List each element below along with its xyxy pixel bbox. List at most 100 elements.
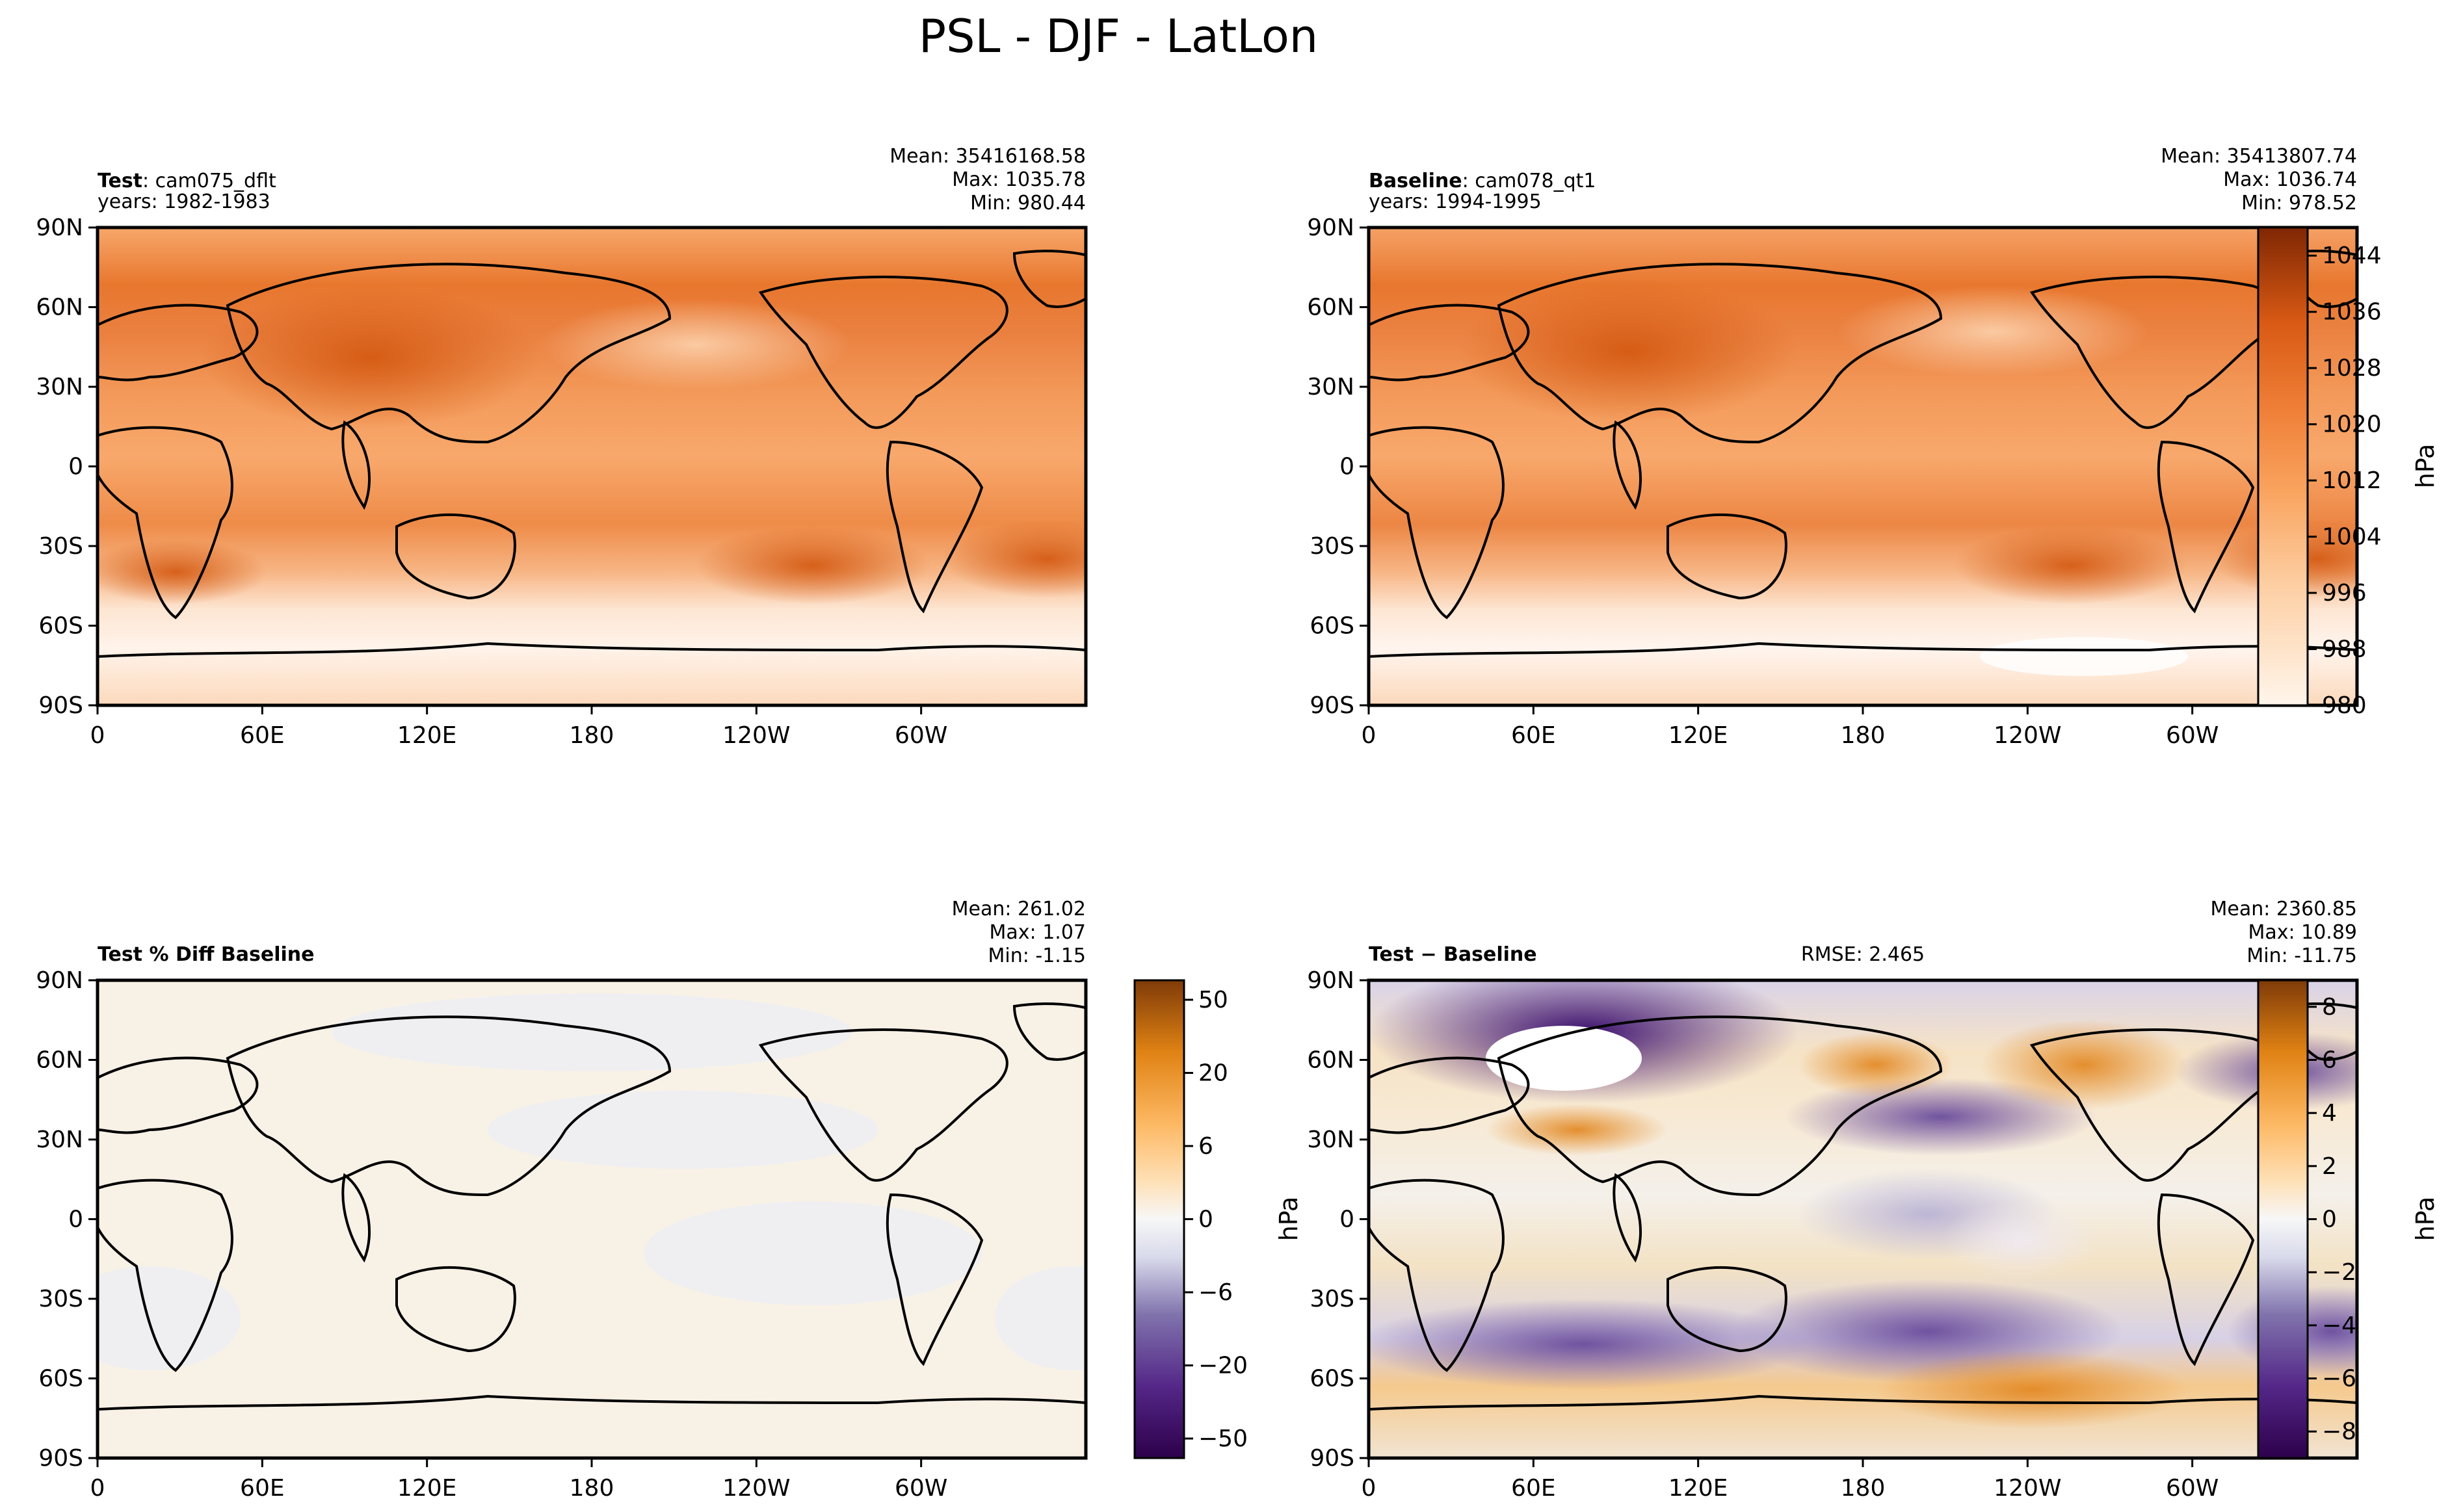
lat-tick-label: 60S bbox=[1310, 613, 1354, 640]
panel-label-diff: Test − Baseline bbox=[1369, 943, 1537, 966]
colorbar-tick-label: −20 bbox=[1198, 1353, 1248, 1379]
colorbar-tick-label: 20 bbox=[1198, 1060, 1228, 1087]
stat-min-diff: Min: -11.75 bbox=[2246, 945, 2357, 967]
lon-tick-label: 60E bbox=[240, 722, 285, 749]
lon-tick-label: 0 bbox=[1362, 722, 1376, 749]
colorbar-tick-label: 8 bbox=[2322, 994, 2337, 1021]
lon-tick-label: 120E bbox=[1668, 1475, 1728, 1502]
panel-test: Test: cam075_dflt years: 1982-1983 Mean:… bbox=[36, 145, 1088, 749]
colorbar-tick-label: 996 bbox=[2322, 580, 2367, 606]
colorbar-tick-label: 1036 bbox=[2322, 299, 2382, 326]
colorbar-pct-units: hPa bbox=[1274, 1197, 1303, 1242]
lat-tick-label: 90N bbox=[36, 967, 83, 994]
panel-years-test: years: 1982-1983 bbox=[98, 190, 270, 213]
stat-max-test: Max: 1035.78 bbox=[952, 168, 1086, 191]
lon-axis-diff: 0 60E 120E 180 120W 60W bbox=[1362, 1458, 2219, 1502]
lat-tick-label: 90S bbox=[38, 692, 83, 719]
lat-tick-label: 60N bbox=[1307, 294, 1354, 321]
lat-tick-label: 90S bbox=[38, 1445, 83, 1472]
lon-tick-label: 120E bbox=[397, 1475, 456, 1502]
colorbar-tick-label: −8 bbox=[2322, 1418, 2356, 1445]
colorbar-tick-label: 0 bbox=[2322, 1206, 2337, 1233]
lon-tick-label: 60E bbox=[1511, 722, 1556, 749]
lat-tick-label: 30S bbox=[1310, 533, 1354, 560]
lat-tick-label: 0 bbox=[68, 1206, 83, 1233]
lat-tick-label: 0 bbox=[1339, 1206, 1354, 1233]
colorbar-psl: 1044 1036 1028 1020 1012 1004 996 988 980 hPa bbox=[2257, 226, 2440, 719]
colorbar-tick-label: −2 bbox=[2322, 1259, 2356, 1286]
lon-tick-label: 180 bbox=[570, 722, 614, 749]
colorbar-tick-label: 980 bbox=[2322, 692, 2367, 719]
lon-axis-pctdiff: 0 60E 120E 180 120W 60W bbox=[90, 1458, 947, 1502]
map-field-diff bbox=[1369, 980, 2357, 1458]
stat-max-diff: Max: 10.89 bbox=[2248, 921, 2357, 944]
panel-years-baseline: years: 1994-1995 bbox=[1369, 190, 1542, 213]
lon-tick-label: 0 bbox=[1362, 1475, 1376, 1502]
lat-axis-baseline: 90N 60N 30N 0 30S 60S 90S bbox=[1307, 215, 1369, 719]
colorbar-tick-label: 4 bbox=[2322, 1100, 2337, 1127]
lat-tick-label: 60S bbox=[38, 1366, 83, 1392]
lon-tick-label: 60W bbox=[2166, 722, 2219, 749]
map-field-test bbox=[98, 228, 1086, 705]
lon-tick-label: 120W bbox=[1994, 722, 2061, 749]
colorbar-tick-label: 1012 bbox=[2322, 467, 2382, 494]
lat-axis-diff: 90N 60N 30N 0 30S 60S 90S bbox=[1307, 967, 1369, 1472]
lon-tick-label: 120W bbox=[722, 722, 790, 749]
rmse-diff: RMSE: 2.465 bbox=[1801, 943, 1925, 966]
stat-min-baseline: Min: 978.52 bbox=[2241, 192, 2357, 215]
lat-tick-label: 90S bbox=[1310, 1445, 1354, 1472]
lat-tick-label: 90N bbox=[1307, 215, 1354, 241]
colorbar-psl-gradient bbox=[2258, 228, 2308, 705]
lat-tick-label: 60N bbox=[36, 1047, 83, 1074]
colorbar-diff-ticks: 8 6 4 2 0 −2 −4 −6 −8 bbox=[2308, 994, 2356, 1445]
lat-tick-label: 60S bbox=[1310, 1366, 1354, 1392]
map-field-baseline bbox=[1369, 228, 2357, 705]
stat-max-pctdiff: Max: 1.07 bbox=[990, 921, 1086, 944]
colorbar-tick-label: 6 bbox=[2322, 1047, 2337, 1074]
lat-tick-label: 30N bbox=[36, 374, 83, 400]
panel-pctdiff: Test % Diff Baseline Mean: 261.02 Max: 1… bbox=[36, 898, 1088, 1502]
lon-tick-label: 180 bbox=[570, 1475, 614, 1502]
colorbar-pct-ticks: 50 20 6 0 −6 −20 −50 bbox=[1184, 987, 1248, 1452]
panel-label-test: Test: cam075_dflt bbox=[98, 170, 276, 192]
lon-tick-label: 60E bbox=[1511, 1475, 1556, 1502]
lon-tick-label: 60W bbox=[895, 1475, 947, 1502]
panel-baseline: Baseline: cam078_qt1 years: 1994-1995 Me… bbox=[1307, 145, 2359, 749]
lon-tick-label: 180 bbox=[1841, 722, 1886, 749]
lat-tick-label: 90S bbox=[1310, 692, 1354, 719]
colorbar-tick-label: 50 bbox=[1198, 987, 1228, 1013]
lon-axis-test: 0 60E 120E 180 120W 60W bbox=[90, 705, 947, 749]
lat-tick-label: 30S bbox=[1310, 1286, 1354, 1312]
figure-title: PSL - DJF - LatLon bbox=[919, 10, 1318, 63]
colorbar-tick-label: 988 bbox=[2322, 636, 2367, 663]
colorbar-tick-label: 0 bbox=[1198, 1206, 1213, 1233]
lon-tick-label: 120W bbox=[1994, 1475, 2061, 1502]
colorbar-diff: 8 6 4 2 0 −2 −4 −6 −8 hPa bbox=[2257, 979, 2440, 1459]
lat-axis-pctdiff: 90N 60N 30N 0 30S 60S 90S bbox=[36, 967, 98, 1472]
lat-tick-label: 30N bbox=[36, 1127, 83, 1153]
lat-tick-label: 30S bbox=[38, 1286, 83, 1312]
lon-tick-label: 120E bbox=[397, 722, 456, 749]
colorbar-tick-label: 1020 bbox=[2322, 411, 2382, 438]
lat-tick-label: 30N bbox=[1307, 1127, 1354, 1153]
colorbar-tick-label: −50 bbox=[1198, 1426, 1248, 1452]
colorbar-tick-label: −4 bbox=[2322, 1312, 2356, 1339]
colorbar-tick-label: 2 bbox=[2322, 1153, 2337, 1180]
panel-label-baseline: Baseline: cam078_qt1 bbox=[1369, 170, 1596, 192]
stat-min-test: Min: 980.44 bbox=[970, 192, 1086, 215]
lon-axis-baseline: 0 60E 120E 180 120W 60W bbox=[1362, 705, 2219, 749]
colorbar-tick-label: −6 bbox=[1198, 1279, 1233, 1306]
lon-tick-label: 180 bbox=[1841, 1475, 1886, 1502]
lon-tick-label: 0 bbox=[90, 1475, 105, 1502]
lon-tick-label: 120E bbox=[1668, 722, 1728, 749]
lon-tick-label: 0 bbox=[90, 722, 105, 749]
lon-tick-label: 120W bbox=[722, 1475, 790, 1502]
colorbar-diff-units: hPa bbox=[2411, 1197, 2440, 1242]
lat-tick-label: 90N bbox=[36, 215, 83, 241]
colorbar-pct: 50 20 6 0 −6 −20 −50 hPa bbox=[1133, 979, 1303, 1459]
lon-tick-label: 60E bbox=[240, 1475, 285, 1502]
colorbar-tick-label: 1044 bbox=[2322, 242, 2382, 269]
colorbar-tick-label: 1028 bbox=[2322, 355, 2382, 382]
lat-tick-label: 60N bbox=[36, 294, 83, 321]
